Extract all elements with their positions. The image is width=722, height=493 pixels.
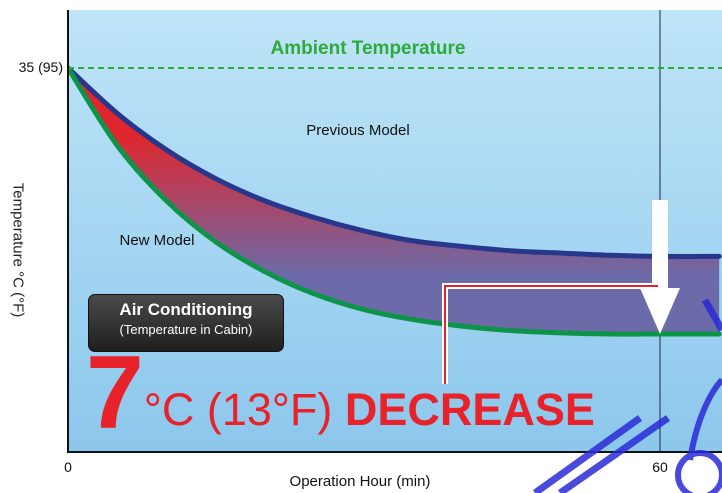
x-axis-label: Operation Hour (min) <box>290 473 431 490</box>
series-new-model-line <box>68 65 722 337</box>
callout-connector-inner <box>444 285 658 384</box>
y-tick-label-35: 35 (95) <box>19 59 63 75</box>
callout-unit: °C <box>143 384 195 435</box>
plot-background <box>68 10 722 452</box>
y-axis-label: Temperature °C (°F) <box>9 182 27 318</box>
series-previous-model-line <box>68 65 722 259</box>
down-arrow-icon <box>640 200 680 334</box>
callout-value: 7 <box>86 335 144 451</box>
badge-title: Air Conditioning <box>119 300 253 319</box>
air-conditioning-badge: Air Conditioning (Temperature in Cabin) <box>88 294 284 352</box>
watermark <box>532 298 722 493</box>
callout-word: DECREASE <box>344 384 595 435</box>
series-label-previous-model: Previous Model <box>306 122 409 139</box>
decrease-callout: 7°C (13°F) DECREASE <box>86 335 595 451</box>
series-label-new-model: New Model <box>119 232 194 249</box>
callout-paren: (13°F) <box>206 384 333 435</box>
x-tick-label-0: 0 <box>64 459 72 475</box>
badge-subtitle: (Temperature in Cabin) <box>119 322 253 337</box>
ambient-label: Ambient Temperature <box>271 38 466 59</box>
difference-band <box>68 68 720 335</box>
x-tick-label-60: 60 <box>652 459 668 475</box>
